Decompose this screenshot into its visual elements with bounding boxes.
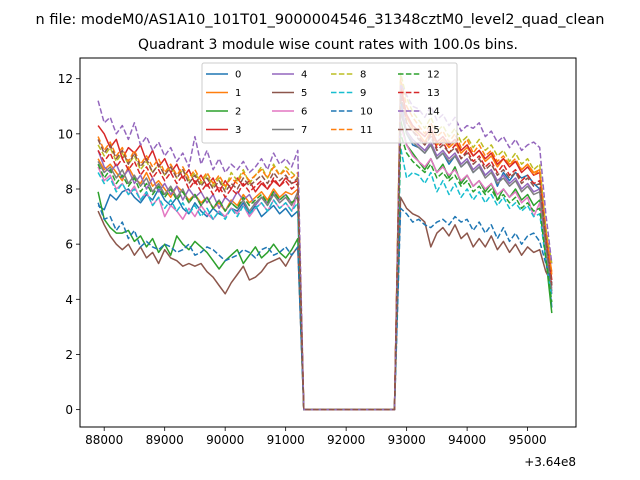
- x-tick-label: 88000: [85, 433, 123, 447]
- series-line-9: [97, 146, 553, 411]
- x-tick-label: 91000: [267, 433, 305, 447]
- chart-title: Quadrant 3 module wise count rates with …: [138, 37, 518, 53]
- series-line-10: [97, 202, 553, 411]
- x-tick-label: 90000: [206, 433, 244, 447]
- series-line-0: [97, 99, 553, 411]
- x-tick-label: 89000: [146, 433, 184, 447]
- legend-label-12: 12: [427, 70, 440, 81]
- legend-label-2: 2: [235, 107, 241, 118]
- legend-label-1: 1: [235, 88, 241, 99]
- y-tick-label: 10: [58, 127, 73, 141]
- legend-label-10: 10: [360, 107, 373, 118]
- x-tick-label: 94000: [448, 433, 486, 447]
- x-tick-label: 95000: [509, 433, 547, 447]
- x-axis-offset-label: +3.64e8: [524, 455, 576, 469]
- y-tick-label: 12: [58, 72, 73, 86]
- x-tick-label: 93000: [388, 433, 426, 447]
- series-line-14: [97, 83, 553, 411]
- y-axis: 0 2 4 6 8 10 12: [58, 72, 80, 417]
- legend-label-14: 14: [427, 107, 440, 118]
- plot-frame: [79, 57, 577, 428]
- legend-label-6: 6: [301, 107, 307, 118]
- y-tick-label: 8: [65, 182, 73, 196]
- legend-label-5: 5: [301, 88, 307, 99]
- y-tick-label: 4: [65, 293, 73, 307]
- legend-label-8: 8: [360, 70, 366, 81]
- y-tick-label: 6: [65, 238, 73, 252]
- series-line-11: [97, 77, 553, 411]
- legend-label-7: 7: [301, 125, 307, 136]
- figure-suptitle: n file: modeM0/AS1A10_101T01_9000004546_…: [36, 12, 605, 28]
- legend-label-11: 11: [360, 125, 373, 136]
- legend-label-9: 9: [360, 88, 366, 99]
- y-tick-label: 0: [65, 403, 73, 417]
- legend-frame: [201, 62, 458, 144]
- x-axis: 88000 89000 90000 91000 92000 93000 94000 95000: [85, 427, 547, 447]
- x-tick-label: 92000: [327, 433, 365, 447]
- legend-label-13: 13: [427, 88, 440, 99]
- legend-label-3: 3: [235, 125, 241, 136]
- legend-label-4: 4: [301, 70, 307, 81]
- legend-label-15: 15: [427, 125, 440, 136]
- legend-label-0: 0: [235, 70, 241, 81]
- series-lines: [97, 72, 553, 411]
- y-tick-label: 2: [65, 348, 73, 362]
- series-line-12: [97, 133, 553, 411]
- series-line-15: [97, 94, 553, 411]
